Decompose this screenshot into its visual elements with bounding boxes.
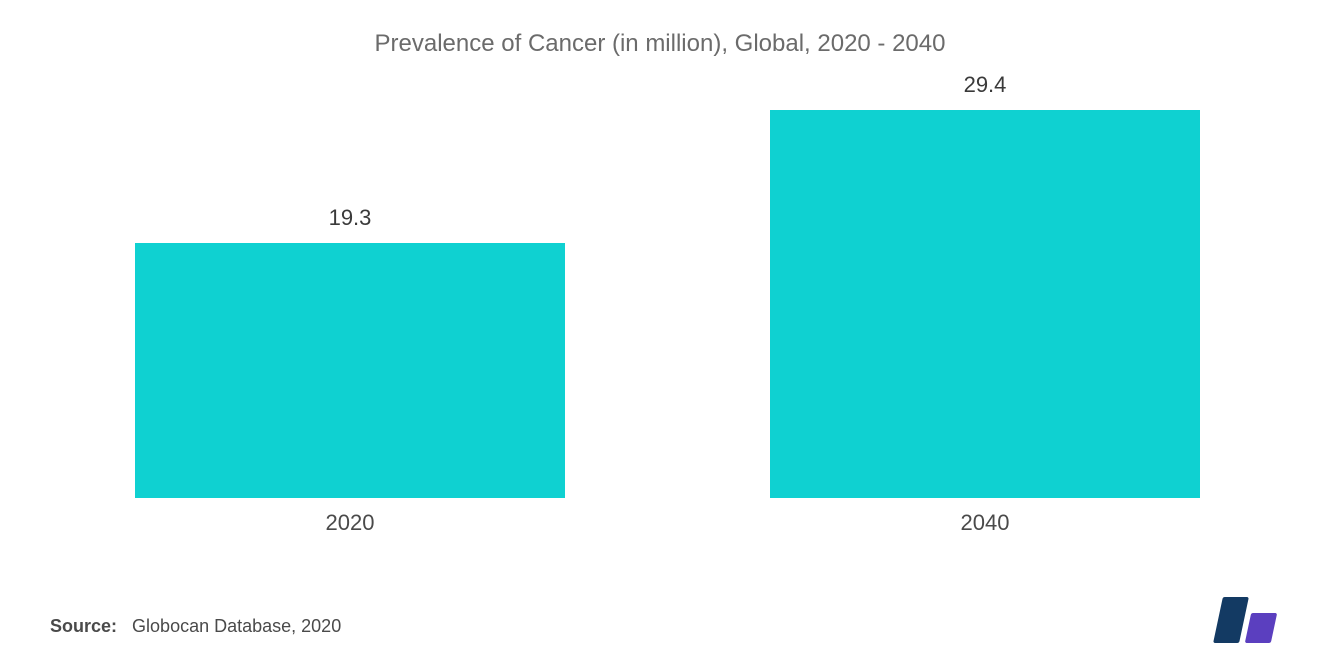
category-label-2040: 2040 xyxy=(770,510,1200,536)
bar-2040 xyxy=(770,110,1200,498)
bar-group-2040: 29.4 xyxy=(770,72,1200,498)
bar-2020 xyxy=(135,243,565,498)
brand-logo-icon xyxy=(1218,597,1280,643)
source-line: Source: Globocan Database, 2020 xyxy=(50,616,341,637)
value-label-2040: 29.4 xyxy=(770,72,1200,98)
logo-bar-2 xyxy=(1245,613,1277,643)
source-text: Globocan Database, 2020 xyxy=(132,616,341,636)
source-label: Source: xyxy=(50,616,117,636)
x-axis: 2020 2040 xyxy=(50,510,1270,546)
logo-bar-1 xyxy=(1213,597,1249,643)
plot-area: 19.3 29.4 xyxy=(50,68,1270,498)
category-label-2020: 2020 xyxy=(135,510,565,536)
value-label-2020: 19.3 xyxy=(135,205,565,231)
chart-title: Prevalence of Cancer (in million), Globa… xyxy=(50,30,1270,58)
chart-container: Prevalence of Cancer (in million), Globa… xyxy=(0,0,1320,665)
bar-group-2020: 19.3 xyxy=(135,205,565,498)
